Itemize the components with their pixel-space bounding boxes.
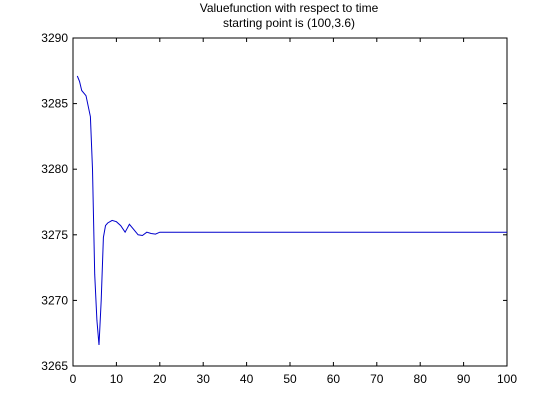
series-group bbox=[76, 75, 507, 346]
x-tick-label: 100 bbox=[497, 372, 517, 386]
x-tick-label: 60 bbox=[327, 372, 341, 386]
y-tick-label: 3280 bbox=[41, 162, 68, 176]
plot-area bbox=[72, 37, 508, 367]
chart-title-line-1: Valuefunction with respect to time bbox=[200, 1, 379, 15]
x-tick-label: 20 bbox=[153, 372, 167, 386]
series-line bbox=[76, 75, 507, 346]
x-tick-label: 30 bbox=[197, 372, 211, 386]
y-axis: 3265 3270 3275 3280 3285 3290 bbox=[41, 31, 507, 373]
y-tick-label: 3270 bbox=[41, 293, 68, 307]
x-tick-label: 80 bbox=[414, 372, 428, 386]
y-tick-label: 3275 bbox=[41, 228, 68, 242]
x-tick-label: 0 bbox=[70, 372, 77, 386]
chart-title-line-2: starting point is (100,3.6) bbox=[223, 16, 355, 30]
x-tick-label: 50 bbox=[283, 372, 297, 386]
x-axis: 0 10 20 30 40 50 60 70 80 90 100 bbox=[70, 38, 517, 386]
x-tick-label: 10 bbox=[110, 372, 124, 386]
y-tick-label: 3265 bbox=[41, 359, 68, 373]
x-tick-label: 40 bbox=[240, 372, 254, 386]
y-tick-label: 3290 bbox=[41, 31, 68, 45]
x-tick-label: 90 bbox=[457, 372, 471, 386]
y-tick-label: 3285 bbox=[41, 97, 68, 111]
x-tick-label: 70 bbox=[370, 372, 384, 386]
